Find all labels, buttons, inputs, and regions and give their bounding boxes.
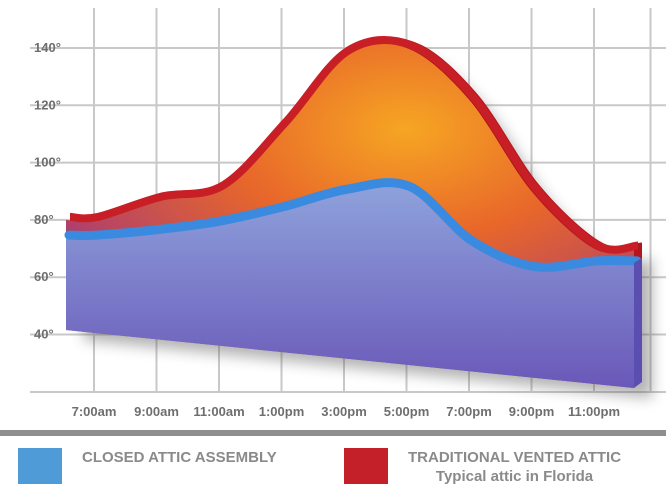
y-tick-label: 100° — [34, 155, 61, 170]
x-tick-label: 7:00am — [72, 404, 117, 419]
closed-area — [66, 184, 634, 388]
y-tick-label: 40° — [34, 327, 54, 342]
x-tick-label: 5:00pm — [384, 404, 430, 419]
x-tick-label: 11:00pm — [568, 404, 620, 419]
vented-line — [69, 36, 639, 254]
legend-text-closed: CLOSED ATTIC ASSEMBLY — [82, 449, 277, 466]
series-layer — [64, 36, 642, 388]
legend-label-vented: TRADITIONAL VENTED ATTIC Typical attic i… — [408, 448, 621, 486]
y-tick-label: 140° — [34, 40, 61, 55]
legend-label-closed: CLOSED ATTIC ASSEMBLY — [82, 448, 277, 467]
axes: 140° 120° 100° 80° 60° 40° 7:00am 9:00am 11:00am… — [34, 40, 620, 419]
x-tick-label: 9:00pm — [509, 404, 555, 419]
legend-subtext-vented: Typical attic in Florida — [435, 468, 594, 485]
legend-item-vented: TRADITIONAL VENTED ATTIC Typical attic i… — [344, 448, 621, 486]
x-tick-label: 9:00am — [134, 404, 179, 419]
closed-line — [64, 178, 642, 272]
x-tick-label: 7:00pm — [446, 404, 492, 419]
legend-text-vented: TRADITIONAL VENTED ATTIC — [408, 449, 622, 466]
legend-swatch-vented — [344, 448, 388, 484]
y-tick-label: 60° — [34, 269, 54, 284]
legend-swatch-closed — [18, 448, 62, 484]
temperature-chart: 140° 120° 100° 80° 60° 40° 7:00am 9:00am 11:00am… — [30, 8, 666, 419]
x-tick-label: 1:00pm — [259, 404, 305, 419]
x-tick-label: 3:00pm — [321, 404, 367, 419]
legend-divider — [0, 430, 666, 436]
y-tick-label: 120° — [34, 97, 61, 112]
legend-item-closed: CLOSED ATTIC ASSEMBLY — [18, 448, 277, 484]
chart-svg: 140° 120° 100° 80° 60° 40° 7:00am 9:00am 11:00am… — [30, 8, 666, 419]
closed-area-side — [634, 257, 642, 388]
x-tick-label: 11:00am — [193, 404, 244, 419]
y-tick-label: 80° — [34, 212, 54, 227]
